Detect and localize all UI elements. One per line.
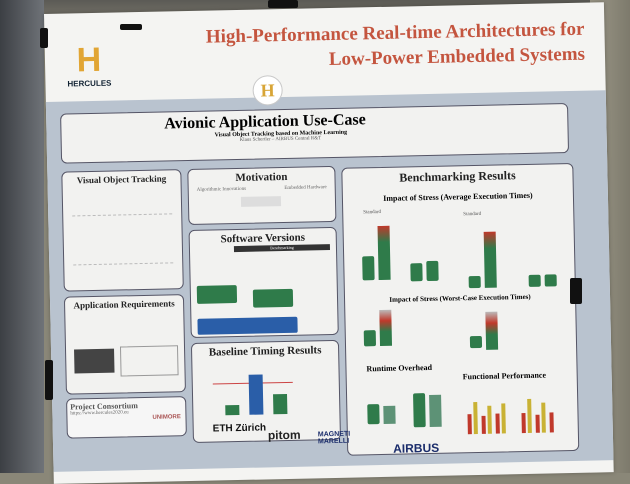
logo-name: HERCULES (67, 78, 112, 89)
single-threaded-box (197, 316, 298, 335)
poster-title: High-Performance Real-time Architectures… (206, 17, 586, 75)
benchmarking-header: Benchmarking (233, 244, 331, 253)
section-title: Application Requirements (73, 298, 175, 311)
bar (410, 263, 423, 282)
section-title: Visual Object Tracking (76, 173, 167, 186)
poster: H HERCULES High-Performance Real-time Ar… (44, 2, 614, 484)
bar (528, 274, 541, 287)
stress-wc-title: Impact of Stress (Worst-Case Execution T… (389, 292, 531, 304)
tape (40, 28, 48, 48)
unimore-logo: UNIMORE (152, 414, 181, 421)
motivation-right-label: Embedded Hardware (284, 185, 327, 192)
hercules-arrow (240, 196, 282, 207)
motivation-left-label: Algorithmic Innovations (196, 186, 247, 193)
bar-stress (377, 225, 391, 281)
functional-performance-title: Functional Performance (462, 370, 547, 382)
magneti-marelli-logo: MAGNETI MARELLI (317, 430, 351, 446)
openmp-version-box (252, 288, 294, 308)
requirements-table (119, 345, 179, 377)
visual-object-tracking-section: Visual Object Tracking (61, 169, 184, 292)
logo-mark: H (76, 40, 102, 80)
standard-label: Standard (363, 209, 382, 216)
section-title: Motivation (235, 170, 288, 185)
bar-stress (379, 309, 393, 347)
tape (120, 24, 142, 30)
motivation-section: Motivation Algorithmic Innovations Embed… (187, 165, 337, 226)
software-versions-section: Software Versions Benchmarking (188, 226, 339, 338)
camera-images (74, 348, 115, 374)
tape (268, 0, 298, 8)
bar (469, 335, 483, 349)
application-requirements-section: Application Requirements (63, 294, 186, 395)
standard-label: Standard (463, 211, 482, 218)
runtime-overhead-title: Runtime Overhead (366, 362, 433, 374)
bar-stress (483, 231, 497, 288)
bar (426, 260, 439, 282)
wall-left (0, 0, 44, 473)
bar-stress (485, 311, 499, 350)
pitom-logo: pitom (267, 427, 301, 443)
tracking-figures (72, 213, 174, 266)
bar (544, 274, 557, 287)
section-title: Baseline Timing Results (208, 344, 322, 359)
airbus-logo: AIRBUS (393, 440, 440, 456)
hercules-logo: H HERCULES (59, 40, 120, 89)
tape (570, 278, 582, 304)
use-case-header: Avionic Application Use-Case Visual Obje… (60, 103, 570, 164)
bar (468, 275, 481, 289)
eth-logo: ETH Zürich (212, 422, 267, 435)
tape (45, 360, 53, 400)
cuda-version-box (196, 285, 238, 304)
stress-avg-title: Impact of Stress (Average Execution Time… (383, 190, 533, 203)
bar (362, 256, 375, 281)
bar (363, 330, 377, 347)
section-title: Benchmarking Results (399, 168, 516, 185)
